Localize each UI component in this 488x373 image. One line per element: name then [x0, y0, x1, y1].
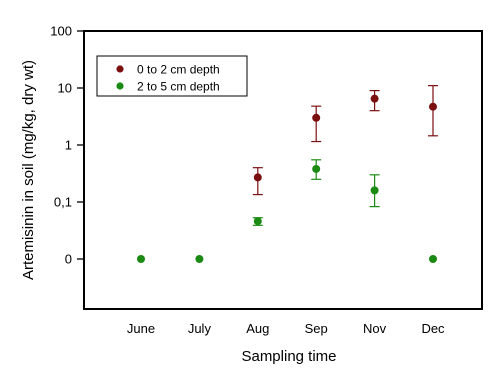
point-0-to-2-cm-depth-sep: [312, 113, 321, 122]
legend-marker-2-to-5-cm: [116, 82, 124, 90]
y-tick-label-1: 1: [65, 138, 72, 153]
y-tick-label-0: 0: [65, 252, 72, 267]
x-tick-label-june: June: [127, 321, 155, 336]
y-axis: 100 10 1 0,1 0: [50, 24, 84, 267]
point-2-to-5-cm-depth-aug: [253, 217, 262, 226]
x-tick-label-sep: Sep: [305, 321, 328, 336]
x-tick-label-july: July: [188, 321, 212, 336]
legend-box: [96, 55, 248, 97]
data-marks: [137, 85, 438, 263]
point-0-to-2-cm-depth-nov: [370, 94, 379, 103]
legend-marker-0-to-2-cm: [116, 65, 124, 73]
y-tick-label-10: 10: [58, 81, 72, 96]
legend-label-0-to-2-cm: 0 to 2 cm depth: [137, 63, 220, 77]
point-2-to-5-cm-depth-june: [137, 255, 145, 263]
point-2-to-5-cm-depth-nov: [370, 186, 379, 195]
y-tick-label-0-1: 0,1: [54, 195, 72, 210]
point-0-to-2-cm-depth-dec: [429, 102, 437, 111]
legend: 0 to 2 cm depth 2 to 5 cm depth: [96, 55, 248, 97]
point-0-to-2-cm-depth-aug: [253, 173, 262, 182]
x-tick-label-dec: Dec: [421, 321, 445, 336]
point-2-to-5-cm-depth-dec: [429, 255, 437, 263]
legend-label-2-to-5-cm: 2 to 5 cm depth: [137, 80, 220, 94]
y-tick-label-100: 100: [50, 24, 72, 39]
x-axis: June July Aug Sep Nov Dec: [127, 321, 445, 336]
x-axis-title: Sampling time: [241, 348, 336, 365]
y-axis-title: Artemisinin in soil (mg/kg, dry wt): [20, 60, 37, 280]
plot-frame: [83, 30, 483, 310]
x-tick-label-aug: Aug: [246, 321, 269, 336]
point-2-to-5-cm-depth-july: [195, 255, 204, 263]
point-2-to-5-cm-depth-sep: [312, 164, 321, 173]
x-tick-label-nov: Nov: [363, 321, 387, 336]
